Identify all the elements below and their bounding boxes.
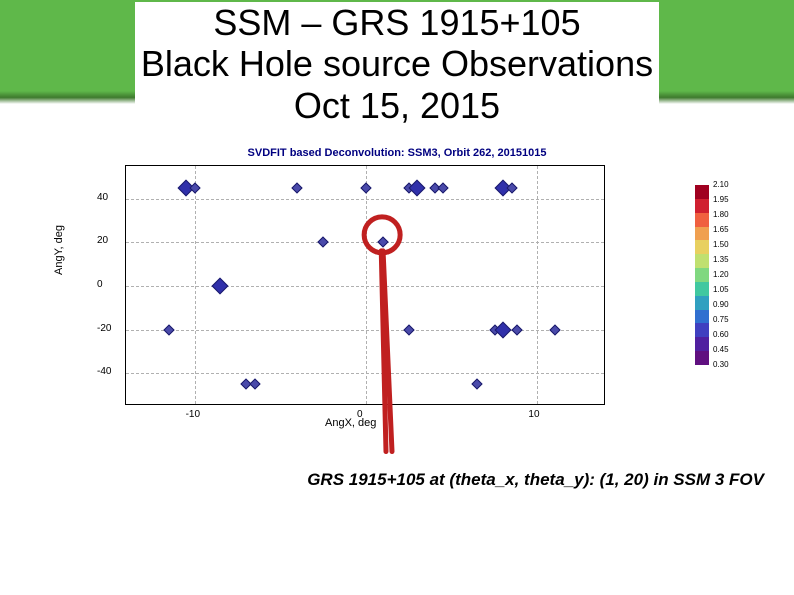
y-tick-label: 40	[97, 192, 108, 203]
y-tick-label: 0	[97, 279, 103, 290]
data-marker	[377, 237, 388, 248]
x-tick-label: 0	[357, 409, 363, 420]
colorbar-segment	[695, 199, 709, 213]
gridline-horizontal	[126, 373, 604, 374]
title-line-1: SSM – GRS 1915+105	[141, 2, 653, 43]
x-tick-label: 10	[528, 409, 539, 420]
scatter-chart: SVDFIT based Deconvolution: SSM3, Orbit …	[25, 145, 769, 445]
colorbar-segment	[695, 185, 709, 199]
colorbar-segment	[695, 254, 709, 268]
data-marker	[317, 237, 328, 248]
gridline-vertical	[366, 166, 367, 404]
data-marker	[360, 182, 371, 193]
data-marker	[549, 324, 560, 335]
x-tick-label: -10	[186, 409, 200, 420]
colorbar-segment	[695, 282, 709, 296]
title-line-3: Oct 15, 2015	[141, 85, 653, 126]
data-marker	[409, 179, 426, 196]
data-marker	[472, 379, 483, 390]
y-axis-label: AngY, deg	[53, 225, 65, 275]
caption: GRS 1915+105 at (theta_x, theta_y): (1, …	[0, 470, 764, 490]
title-line-2: Black Hole source Observations	[141, 43, 653, 84]
data-marker	[212, 278, 229, 295]
gridline-horizontal	[126, 199, 604, 200]
gridline-horizontal	[126, 242, 604, 243]
colorbar-label: 1.05	[713, 285, 729, 294]
colorbar-segment	[695, 213, 709, 227]
y-tick-label: -20	[97, 323, 111, 334]
gridline-vertical	[195, 166, 196, 404]
data-marker	[495, 321, 512, 338]
plot-area	[125, 165, 605, 405]
colorbar-label: 0.75	[713, 315, 729, 324]
colorbar-label: 0.45	[713, 345, 729, 354]
colorbar-segment	[695, 323, 709, 337]
y-tick-label: 20	[97, 235, 108, 246]
colorbar-segment	[695, 337, 709, 351]
data-marker	[249, 379, 260, 390]
colorbar-segment	[695, 310, 709, 324]
data-marker	[437, 182, 448, 193]
colorbar-segment	[695, 227, 709, 241]
colorbar-label: 1.20	[713, 270, 729, 279]
colorbar-label: 1.35	[713, 255, 729, 264]
slide-title: SSM – GRS 1915+105 Black Hole source Obs…	[135, 2, 659, 126]
colorbar-label: 0.90	[713, 300, 729, 309]
colorbar-label: 1.65	[713, 225, 729, 234]
data-marker	[403, 324, 414, 335]
gridline-vertical	[537, 166, 538, 404]
colorbar-label: 1.50	[713, 240, 729, 249]
chart-title: SVDFIT based Deconvolution: SSM3, Orbit …	[25, 147, 769, 159]
colorbar-segment	[695, 296, 709, 310]
colorbar-label: 1.95	[713, 195, 729, 204]
data-marker	[163, 324, 174, 335]
colorbar-label: 1.80	[713, 210, 729, 219]
gridline-horizontal	[126, 286, 604, 287]
colorbar: 2.101.951.801.651.501.351.201.050.900.75…	[695, 185, 709, 365]
x-axis-label: AngX, deg	[325, 417, 376, 429]
colorbar-segment	[695, 240, 709, 254]
colorbar-label: 2.10	[713, 180, 729, 189]
colorbar-label: 0.30	[713, 360, 729, 369]
colorbar-segment	[695, 351, 709, 365]
colorbar-segment	[695, 268, 709, 282]
gridline-horizontal	[126, 330, 604, 331]
y-tick-label: -40	[97, 366, 111, 377]
colorbar-label: 0.60	[713, 330, 729, 339]
data-marker	[292, 182, 303, 193]
data-marker	[511, 324, 522, 335]
